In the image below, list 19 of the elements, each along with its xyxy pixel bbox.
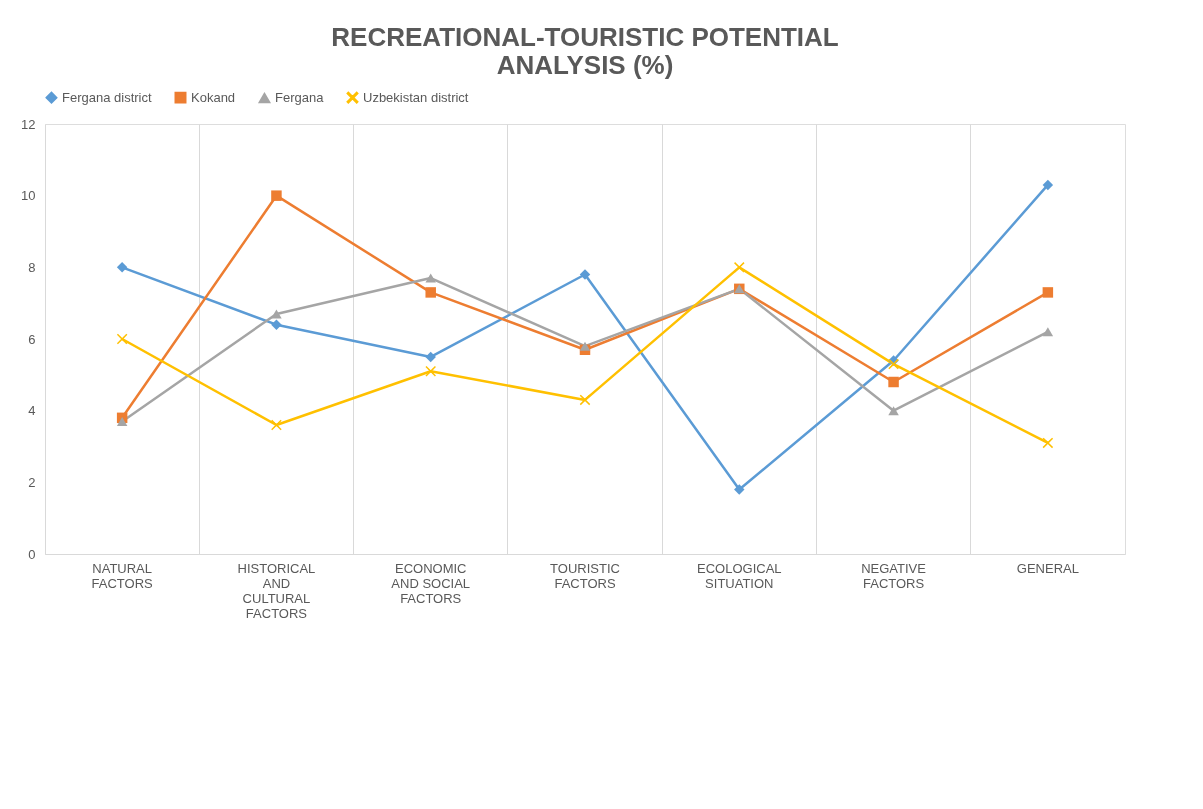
legend-label: Fergana district xyxy=(62,89,152,105)
legend-label: Fergana xyxy=(275,89,325,105)
chart-title: RECREATIONAL-TOURISTIC POTENTIAL ANALYSIS (%) xyxy=(331,22,839,80)
y-tick-label: 4 xyxy=(28,403,36,419)
x-tick-label: NATURAL FACTORS xyxy=(91,560,154,591)
x-tick-label: TOURISTIC FACTORS xyxy=(550,560,620,591)
legend-label: Kokand xyxy=(191,89,236,105)
y-tick-label: 6 xyxy=(28,331,36,347)
y-tick-label: 0 xyxy=(28,546,36,562)
y-tick-label: 2 xyxy=(28,474,36,490)
y-tick-label: 10 xyxy=(21,188,36,204)
x-tick-label: ECONOMIC AND SOCIAL FACTORS xyxy=(391,560,471,606)
x-tick-label: HISTORICAL AND CULTURAL FACTORS xyxy=(237,560,316,621)
x-tick-label: ECOLOGICAL SITUATION xyxy=(697,560,782,591)
x-tick-label: NEGATIVE FACTORS xyxy=(861,560,927,591)
y-tick-label: 12 xyxy=(21,116,36,132)
y-tick-label: 8 xyxy=(28,259,36,275)
legend-label: Uzbekistan district xyxy=(363,89,469,105)
x-tick-label: GENERAL xyxy=(1016,560,1079,576)
